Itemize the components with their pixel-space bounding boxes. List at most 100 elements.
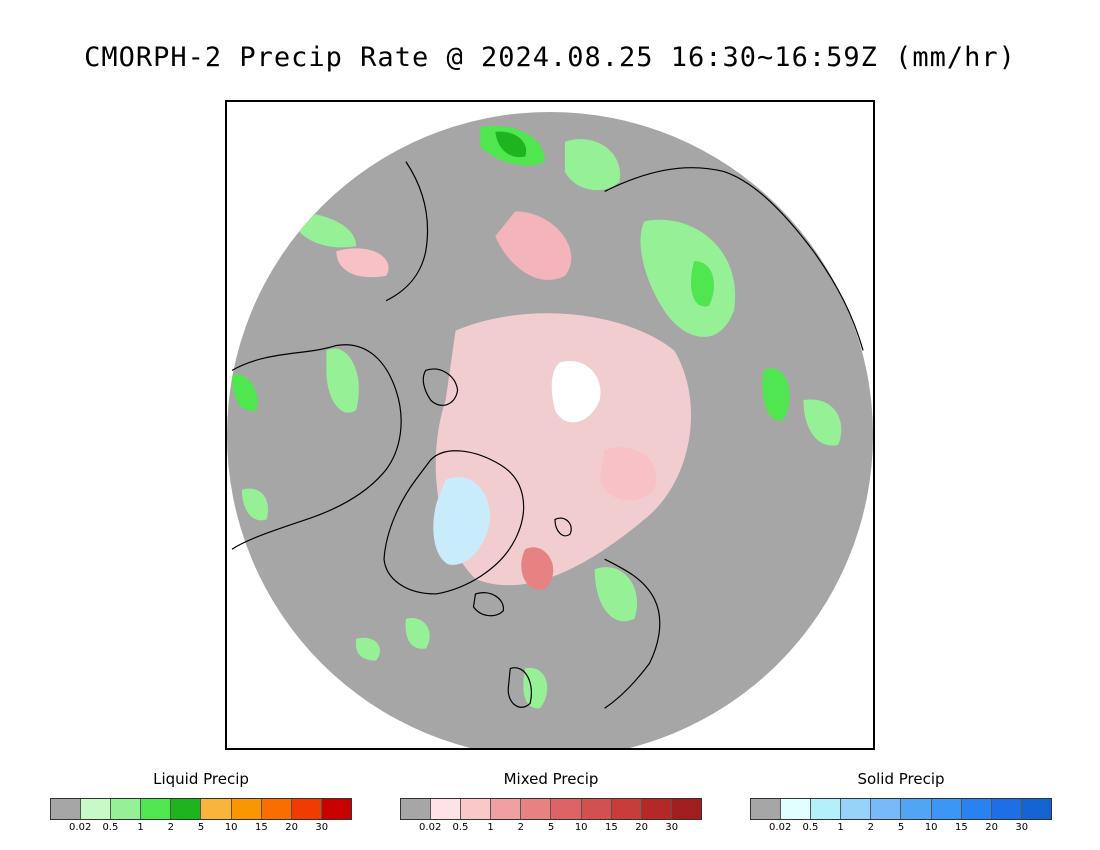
legend-tick-label: 2 bbox=[517, 822, 524, 833]
legend-tick-label: 10 bbox=[924, 822, 938, 833]
legend-swatch bbox=[811, 799, 842, 819]
legend-swatch bbox=[51, 799, 82, 819]
legend-tick-label: 30 bbox=[1015, 822, 1029, 833]
coastline-uk bbox=[507, 667, 532, 708]
mixed-precip-area bbox=[599, 447, 657, 501]
legend-swatch bbox=[461, 799, 492, 819]
legend-tick-label: 10 bbox=[224, 822, 238, 833]
legend-swatch bbox=[581, 799, 612, 819]
legend-colorbar bbox=[50, 798, 352, 820]
coastline-greenland bbox=[383, 450, 525, 595]
legend-ticks: 0.02 0.5 1 2 5 10 15 20 30 bbox=[400, 822, 702, 836]
coastlines bbox=[231, 161, 864, 709]
legend-tick-label: 0.02 bbox=[69, 822, 92, 833]
legend-tick-label: 0.5 bbox=[102, 822, 119, 833]
liquid-precip-area bbox=[326, 348, 359, 413]
legend-tick-label: 15 bbox=[605, 822, 618, 833]
legend-tick-label: 5 bbox=[547, 822, 555, 833]
legend-swatch bbox=[401, 799, 432, 819]
legend-solid: Solid Precip 0.02 0.5 1 2 5 10 15 20 30 bbox=[750, 770, 1052, 836]
legend-tick-label: 0.02 bbox=[769, 822, 792, 833]
liquid-precip-area bbox=[495, 131, 527, 158]
legend-swatch bbox=[841, 799, 872, 819]
mixed-precip-area bbox=[521, 547, 554, 590]
legend-tick-label: 1 bbox=[487, 822, 494, 833]
legend-mixed: Mixed Precip 0.02 0.5 1 2 5 10 15 20 30 bbox=[400, 770, 702, 836]
liquid-precip-area bbox=[241, 488, 269, 521]
legend-tick-label: 2 bbox=[867, 822, 874, 833]
liquid-precip-area bbox=[803, 399, 842, 446]
legend-tick-label: 20 bbox=[985, 822, 998, 833]
legend-swatch bbox=[611, 799, 642, 819]
liquid-precip-area bbox=[523, 667, 548, 709]
coastline-svalbard bbox=[554, 517, 572, 537]
legend-ticks: 0.02 0.5 1 2 5 10 15 20 30 bbox=[750, 822, 1052, 836]
coastline-scandinavia bbox=[604, 558, 661, 709]
legend-swatch bbox=[291, 799, 322, 819]
legend-swatch bbox=[491, 799, 522, 819]
mixed-precip-area bbox=[435, 313, 692, 586]
legend-ticks: 0.02 0.5 1 2 5 10 15 20 30 bbox=[50, 822, 352, 836]
coastline-archipelago bbox=[422, 368, 459, 406]
map-title: CMORPH-2 Precip Rate @ 2024.08.25 16:30~… bbox=[84, 42, 1016, 73]
legend-swatch bbox=[551, 799, 582, 819]
legend-colorbar bbox=[750, 798, 1052, 820]
liquid-precip-area bbox=[594, 567, 638, 622]
legend-swatch bbox=[751, 799, 782, 819]
legend-swatch bbox=[781, 799, 812, 819]
legend-tick-label: 5 bbox=[197, 822, 205, 833]
mixed-precip-area bbox=[495, 211, 572, 280]
legend-tick-label: 30 bbox=[665, 822, 679, 833]
legend-swatch bbox=[641, 799, 672, 819]
liquid-precip-area bbox=[762, 368, 790, 421]
coastline-alaska bbox=[385, 161, 429, 302]
legend-swatch bbox=[231, 799, 262, 819]
legend-tick-label: 0.02 bbox=[419, 822, 442, 833]
legend-swatch bbox=[81, 799, 112, 819]
legend-tick-label: 30 bbox=[315, 822, 329, 833]
light-precip-area bbox=[551, 360, 601, 423]
liquid-precip-area bbox=[640, 219, 736, 337]
liquid-precip-area bbox=[405, 618, 430, 649]
polar-map-canvas bbox=[227, 112, 873, 748]
legend-tick-label: 0.5 bbox=[452, 822, 469, 833]
coastline-siberia bbox=[604, 167, 864, 351]
legend-swatch bbox=[671, 799, 701, 819]
legend-swatch bbox=[521, 799, 552, 819]
legend-swatch bbox=[871, 799, 902, 819]
liquid-precip-area bbox=[355, 637, 380, 661]
legend-tick-label: 5 bbox=[897, 822, 905, 833]
mixed-precip-area bbox=[336, 248, 389, 278]
legend-swatch bbox=[961, 799, 992, 819]
legend-swatch bbox=[171, 799, 202, 819]
legend-swatch bbox=[141, 799, 172, 819]
legend-tick-label: 15 bbox=[255, 822, 268, 833]
legend-title: Mixed Precip bbox=[503, 770, 599, 788]
legend-liquid: Liquid Precip 0.02 0.5 1 2 5 10 15 20 30 bbox=[50, 770, 352, 836]
coastline-iceland bbox=[472, 592, 504, 617]
legend-tick-label: 10 bbox=[574, 822, 588, 833]
precip-fields bbox=[231, 125, 842, 709]
legend-swatch bbox=[1021, 799, 1051, 819]
liquid-precip-area bbox=[231, 374, 258, 412]
legend-tick-label: 20 bbox=[285, 822, 298, 833]
legend-swatch bbox=[201, 799, 232, 819]
legend-tick-label: 15 bbox=[955, 822, 968, 833]
precip-map bbox=[225, 100, 875, 750]
legend-swatch bbox=[901, 799, 932, 819]
liquid-precip-area bbox=[564, 139, 621, 191]
legend-tick-label: 2 bbox=[167, 822, 174, 833]
legend-swatch bbox=[991, 799, 1022, 819]
solid-precip-area bbox=[433, 477, 491, 565]
legend-colorbar bbox=[400, 798, 702, 820]
legend-title: Liquid Precip bbox=[153, 770, 249, 788]
legend-swatch bbox=[431, 799, 462, 819]
legend-swatch bbox=[111, 799, 142, 819]
legend-tick-label: 1 bbox=[137, 822, 144, 833]
legend-tick-label: 0.5 bbox=[802, 822, 819, 833]
legend-tick-label: 20 bbox=[635, 822, 648, 833]
legend-swatch bbox=[931, 799, 962, 819]
legend-swatch bbox=[321, 799, 351, 819]
coastline-canada bbox=[231, 344, 402, 550]
legend-swatch bbox=[261, 799, 292, 819]
